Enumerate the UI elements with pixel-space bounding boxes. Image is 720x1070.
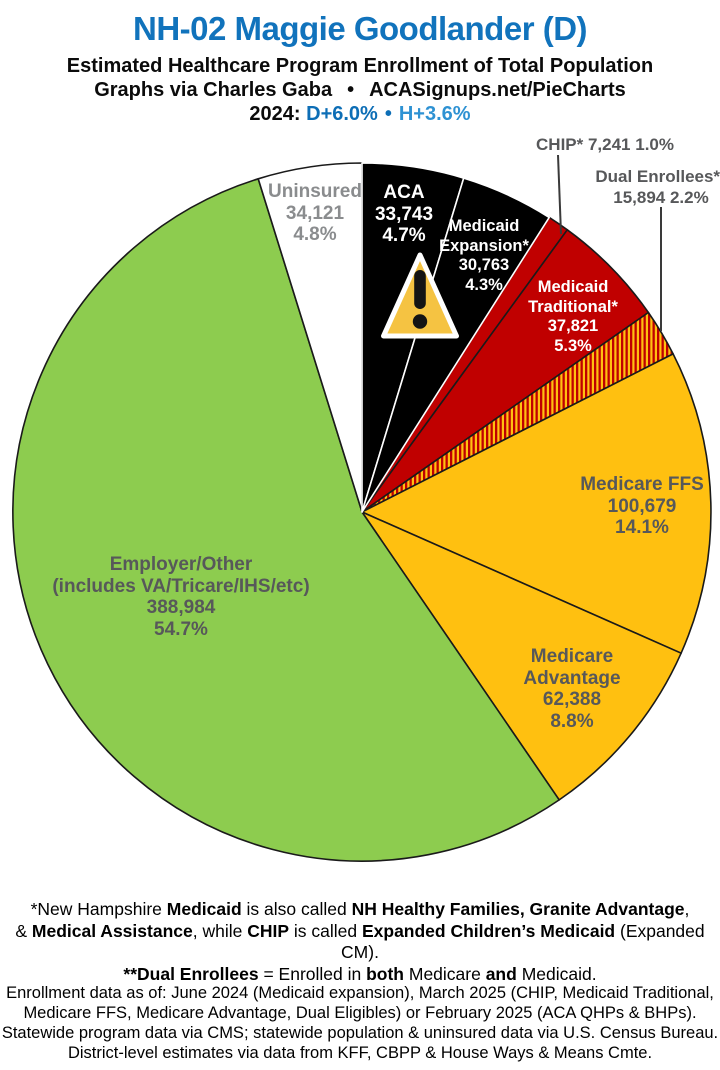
subtitle: Estimated Healthcare Program Enrollment … — [66, 55, 654, 77]
data-sources-footer: Enrollment data as of: June 2024 (Medica… — [0, 983, 720, 1063]
slice-label-medicare-advantage: Medicare Advantage 62,388 8.8% — [523, 646, 621, 733]
lean-district: D+6.0% — [306, 103, 378, 125]
warning-icon — [381, 252, 459, 339]
pie-slice-medicare-advantage — [361, 511, 682, 801]
footer-line: Enrollment data as of: June 2024 (Medica… — [6, 984, 714, 1002]
slice-label-uninsured: Uninsured 34,121 4.8% — [268, 181, 362, 246]
footnote-line: **Dual Enrollees = Enrolled in both Medi… — [123, 963, 597, 984]
pie-slice-employer-other-includes-va-tricare-ihs-etc — [12, 178, 560, 862]
lean-year: 2024: — [249, 103, 301, 125]
medicaid-footnote: *New Hampshire Medicaid is also called N… — [0, 899, 720, 985]
callout-label-chip: CHIP* 7,241 1.0% — [536, 135, 674, 154]
bullet-separator: • — [347, 79, 355, 101]
footer-line: District-level estimates via data from K… — [67, 1044, 653, 1062]
page-title: NH-02 Maggie Goodlander (D) — [132, 10, 588, 47]
credit-author: Graphs via Charles Gaba — [94, 79, 333, 101]
slice-label-aca: ACA 33,743 4.7% — [374, 182, 434, 247]
slice-label-medicaid-expansion: Medicaid Expansion* 30,763 4.3% — [439, 217, 529, 294]
pie-slices — [12, 162, 712, 862]
lean-house: H+3.6% — [398, 103, 471, 125]
footnote-line: *New Hampshire Medicaid is also called N… — [30, 899, 690, 919]
pie-slice-medicaid-expansion — [361, 177, 550, 513]
footer-line: Statewide program data via CMS; statewid… — [1, 1024, 719, 1042]
slice-label-medicare-ffs: Medicare FFS 100,679 14.1% — [580, 474, 704, 539]
slice-label-employer-other: Employer/Other (includes VA/Tricare/IHS/… — [52, 554, 310, 641]
header: NH-02 Maggie Goodlander (D) Estimated He… — [0, 0, 720, 126]
pie-slice-medicare-ffs — [361, 353, 712, 654]
footer-line: Medicare FFS, Medicare Advantage, Dual E… — [23, 1004, 697, 1022]
credit-line: Graphs via Charles Gaba • ACASignups.net/P… — [0, 78, 720, 102]
credit-site: ACASignups.net/PieCharts — [369, 79, 626, 101]
partisan-lean-line: 2024: D+6.0% • H+3.6% — [0, 102, 720, 126]
footnote-line: & Medical Assistance, while CHIP is call… — [15, 920, 705, 963]
callout-label-dual-enrollees: Dual Enrollees** 15,894 2.2% — [595, 167, 720, 207]
lean-bullet: • — [384, 103, 392, 125]
chip-leader-line — [557, 154, 562, 235]
slice-label-medicaid-traditional: Medicaid Traditional* 37,821 5.3% — [528, 278, 618, 355]
